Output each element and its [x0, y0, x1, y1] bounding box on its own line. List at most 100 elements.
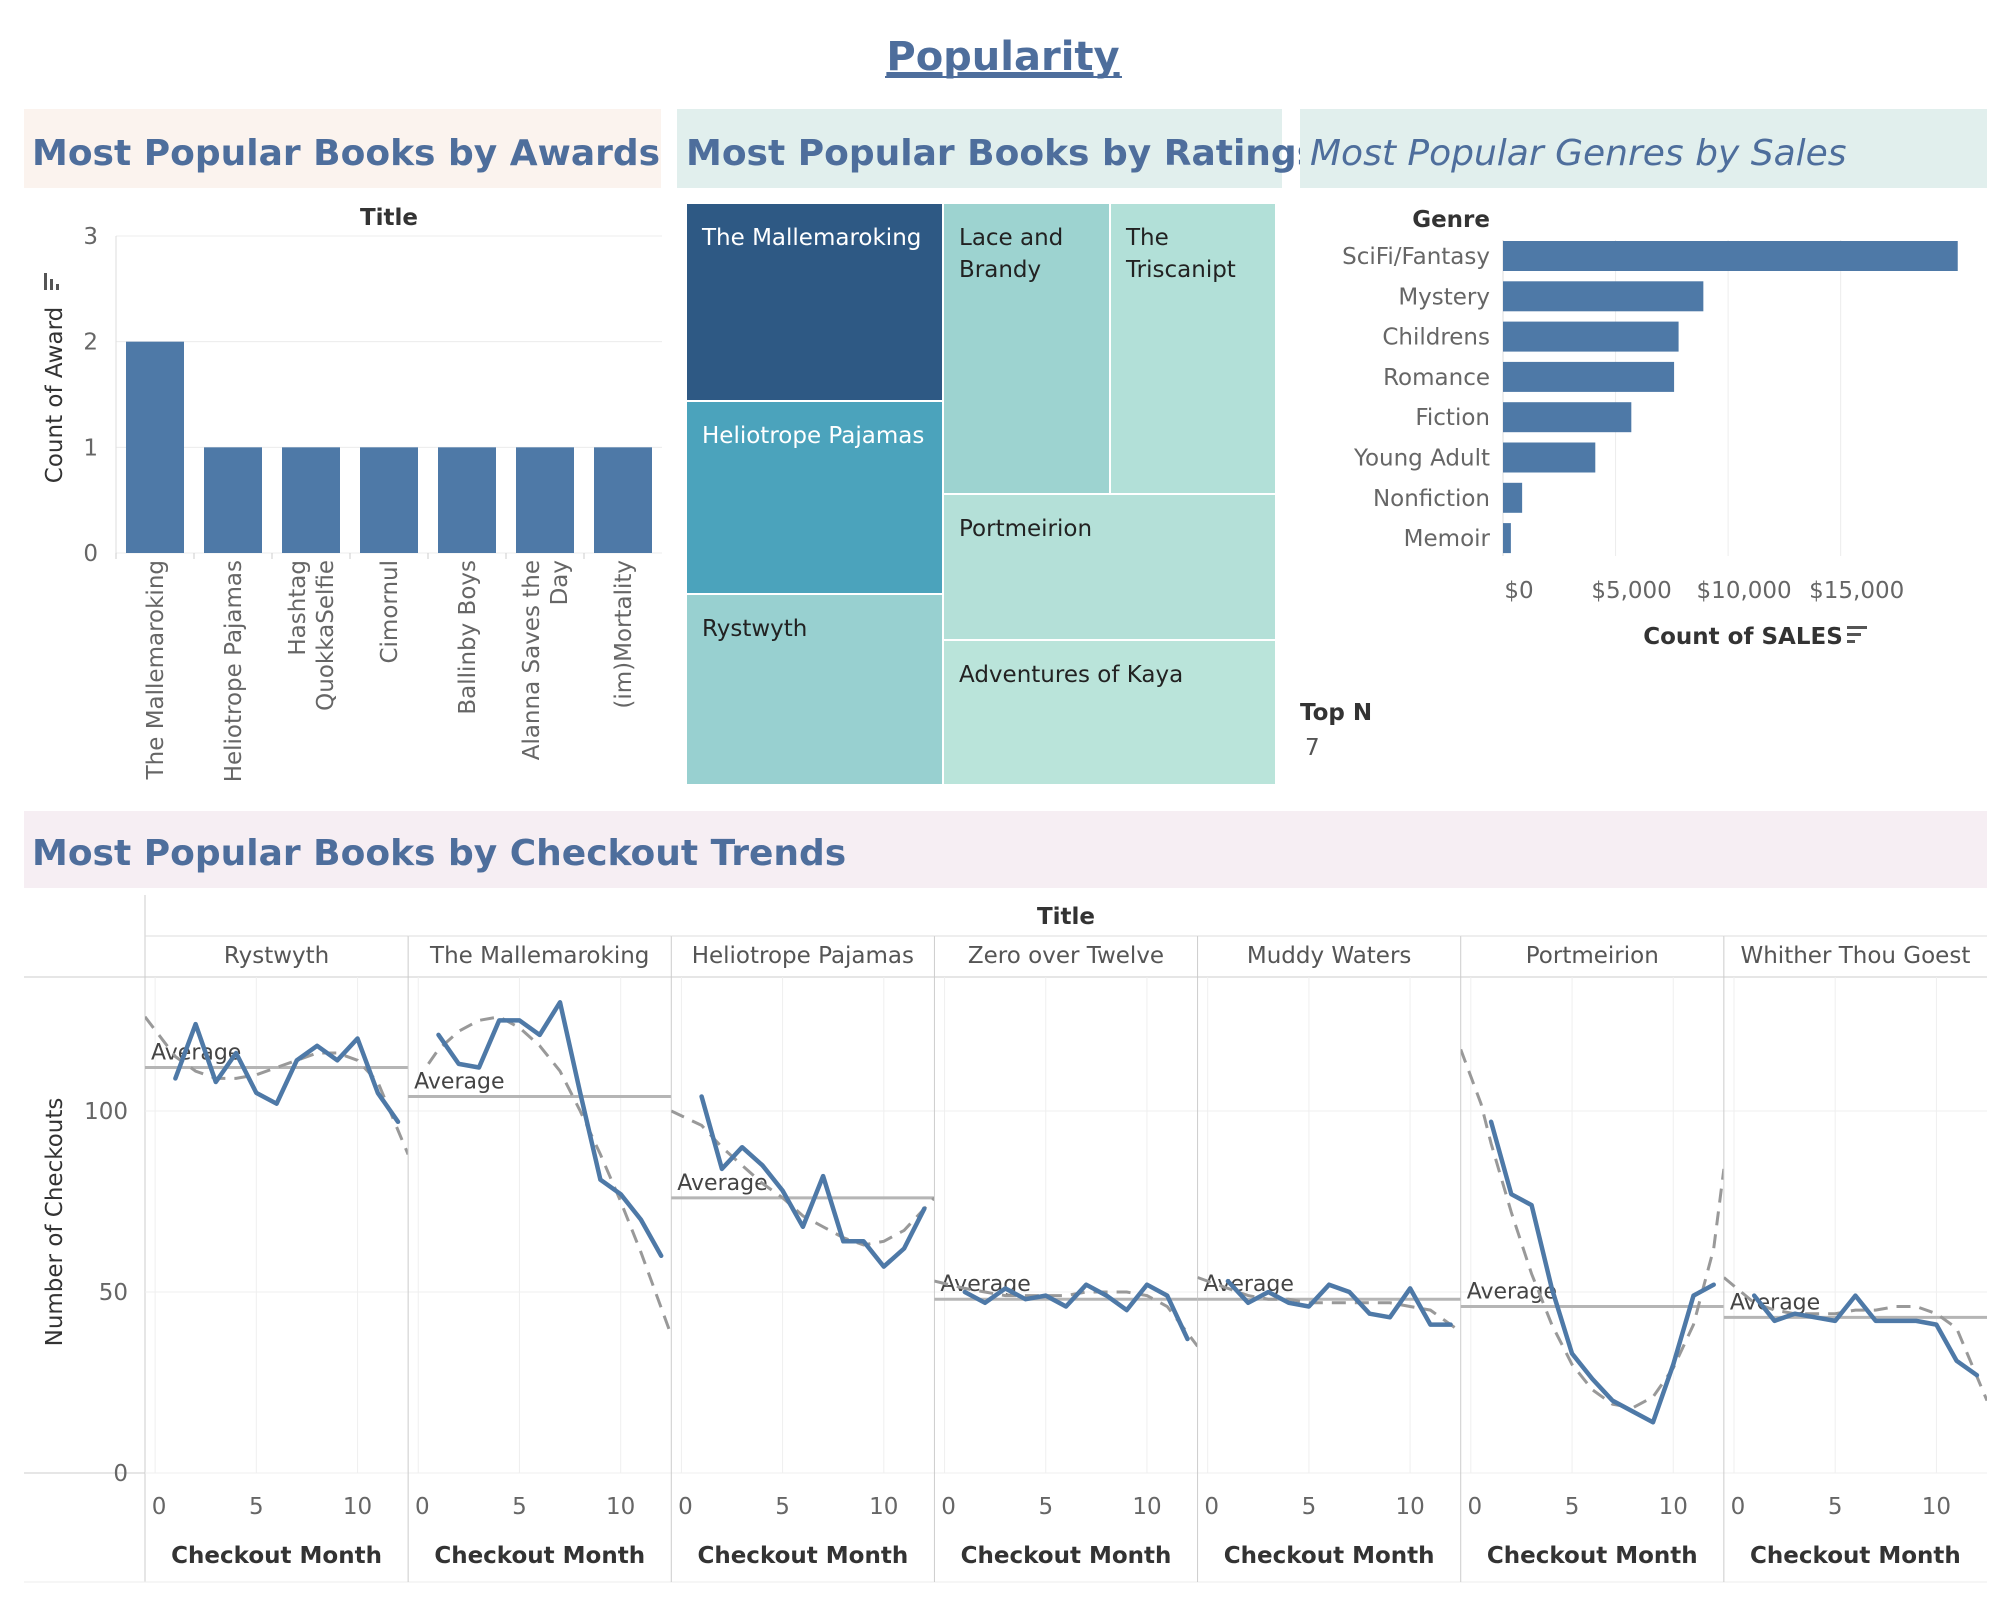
sort-bars-icon-part: [56, 284, 59, 290]
trends-fit-line: [1460, 1048, 1724, 1410]
trends-series-line[interactable]: [1488, 1119, 1716, 1425]
sales-x-tick-label: $10,000: [1697, 578, 1792, 604]
sales-y-tick-label: Nonfiction: [1373, 486, 1490, 512]
treemap-cell[interactable]: [685, 202, 944, 402]
trends-y-axis-title: Number of Checkouts: [42, 1098, 68, 1347]
trends-y-tick-label: 0: [113, 1461, 128, 1487]
trends-pane-title: Heliotrope Pajamas: [692, 943, 914, 969]
awards-bar[interactable]: [438, 447, 496, 553]
trends-pane-title: Zero over Twelve: [968, 943, 1164, 969]
sales-row-header: Genre: [1412, 207, 1490, 233]
trends-pane-title: The Mallemaroking: [429, 943, 649, 969]
sales-y-tick-label: Mystery: [1398, 284, 1490, 310]
trends-series-line[interactable]: [699, 1094, 927, 1269]
trends-fit-line: [427, 1015, 672, 1336]
treemap-label: Rystwyth: [702, 616, 807, 642]
trends-series-line[interactable]: [962, 1282, 1190, 1342]
sales-header-bg: [1300, 109, 1987, 188]
trends-fit-line: [1197, 1276, 1461, 1334]
sales-x-tick-label: $0: [1504, 578, 1533, 604]
awards-bar[interactable]: [594, 447, 652, 553]
treemap-label: Lace and: [959, 225, 1063, 251]
trends-column-header: Title: [1037, 904, 1095, 930]
sales-y-tick-label: Memoir: [1404, 526, 1491, 552]
trends-x-axis-title: Checkout Month: [961, 1543, 1172, 1569]
trends-x-tick-label: 10: [1922, 1494, 1951, 1520]
sales-bar[interactable]: [1503, 361, 1675, 392]
trends-x-axis-title: Checkout Month: [1224, 1543, 1435, 1569]
sales-bar[interactable]: [1503, 281, 1704, 312]
trends-fit-line: [145, 1015, 409, 1155]
trends-average-label: Average: [1204, 1272, 1294, 1297]
top-n-value[interactable]: 7: [1305, 735, 1320, 761]
sort-descending-icon[interactable]: [1847, 626, 1867, 643]
ratings-panel-title: Most Popular Books by Ratings: [686, 133, 1318, 174]
treemap-cell[interactable]: [685, 593, 944, 786]
trends-x-tick-label: 0: [678, 1494, 693, 1520]
top-n-label: Top N: [1300, 700, 1372, 726]
trends-panel-title: Most Popular Books by Checkout Trends: [32, 833, 846, 874]
sales-bar[interactable]: [1503, 442, 1596, 473]
trends-pane-title: Portmeirion: [1526, 943, 1659, 969]
trends-series-line[interactable]: [436, 1000, 664, 1259]
awards-x-tick-label: Heliotrope Pajamas: [221, 560, 247, 782]
trends-pane-title: Muddy Waters: [1247, 943, 1412, 969]
trends-x-tick-label: 5: [1828, 1494, 1843, 1520]
trends-x-tick-label: 10: [1659, 1494, 1688, 1520]
awards-bar[interactable]: [282, 447, 340, 553]
trends-x-tick-label: 0: [941, 1494, 956, 1520]
sales-chart[interactable]: Genre $0 $5,000 $10,000 $15,000 SciFi/Fantasy…: [1342, 207, 1958, 650]
sales-bar[interactable]: [1503, 241, 1958, 271]
awards-bar[interactable]: [516, 447, 574, 553]
awards-chart[interactable]: Title 0 1 2 3 Count of Award The Mallemaroking…: [42, 205, 662, 782]
sales-bar[interactable]: [1503, 321, 1679, 352]
trends-series-line[interactable]: [173, 1021, 401, 1125]
awards-x-tick-label: Alanna Saves the: [519, 560, 545, 760]
trends-average-label: Average: [414, 1069, 504, 1094]
trends-x-axis-title: Checkout Month: [171, 1543, 382, 1569]
treemap-cell[interactable]: [1109, 202, 1277, 495]
trends-series-line[interactable]: [1225, 1278, 1453, 1327]
trends-y-tick-label: 50: [99, 1280, 128, 1306]
trends-x-tick-label: 0: [1731, 1494, 1746, 1520]
trends-x-tick-label: 5: [512, 1494, 527, 1520]
sort-bars-icon[interactable]: [44, 273, 59, 290]
trends-x-tick-label: 0: [152, 1494, 167, 1520]
awards-x-tick-label: (im)Mortality: [611, 560, 637, 709]
awards-y-axis-title: Count of Award: [42, 307, 68, 483]
treemap-cell[interactable]: [685, 400, 944, 595]
awards-bar[interactable]: [126, 341, 184, 553]
trends-fit-line: [671, 1109, 935, 1247]
sales-y-tick-label: Childrens: [1382, 325, 1490, 351]
awards-x-tick-label: The Mallemaroking: [143, 560, 169, 780]
trends-pane-title: Rystwyth: [224, 943, 329, 969]
awards-bar[interactable]: [204, 447, 262, 553]
awards-y-tick-label: 2: [83, 330, 98, 356]
sort-bars-icon-part: [44, 273, 47, 290]
trends-y-tick-label: 100: [84, 1099, 128, 1125]
awards-x-tick-label: Day: [547, 560, 573, 605]
ratings-treemap[interactable]: The Mallemaroking Heliotrope Pajamas Rystw…: [685, 202, 1277, 786]
sales-y-tick-label: SciFi/Fantasy: [1342, 244, 1490, 270]
sales-bar[interactable]: [1503, 482, 1523, 513]
trends-x-tick-label: 10: [343, 1494, 372, 1520]
treemap-cell[interactable]: [942, 639, 1277, 786]
awards-bar[interactable]: [360, 447, 418, 553]
awards-panel-title: Most Popular Books by Awards: [32, 133, 660, 174]
trends-x-axis-title: Checkout Month: [1487, 1543, 1698, 1569]
trends-x-tick-label: 10: [1132, 1494, 1161, 1520]
sort-bars-icon-part: [50, 279, 53, 290]
sales-panel-title: Most Popular Genres by Sales: [1310, 133, 1847, 174]
sales-bar[interactable]: [1503, 523, 1511, 554]
trends-x-tick-label: 0: [415, 1494, 430, 1520]
trends-fit-line: [934, 1279, 1198, 1348]
treemap-cell[interactable]: [942, 202, 1111, 495]
sort-icon-part: [1847, 633, 1861, 636]
sales-y-tick-label: Fiction: [1415, 405, 1490, 431]
trends-x-axis-title: Checkout Month: [1750, 1543, 1961, 1569]
trends-series-line[interactable]: [1751, 1293, 1980, 1378]
sales-bar[interactable]: [1503, 402, 1632, 433]
trends-x-tick-label: 5: [1302, 1494, 1317, 1520]
